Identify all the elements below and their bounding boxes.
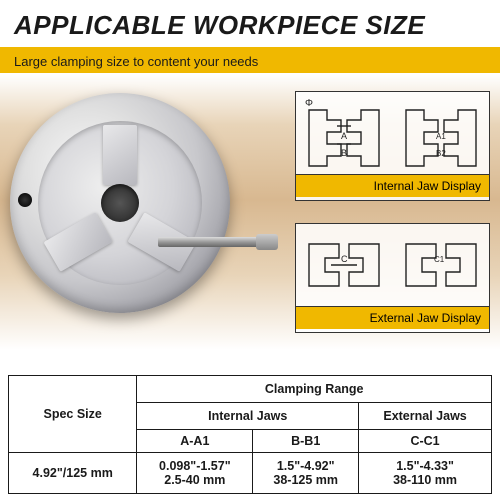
svg-text:C1: C1 bbox=[434, 255, 445, 264]
svg-text:B2: B2 bbox=[436, 149, 446, 158]
col-c-header: C-C1 bbox=[359, 430, 492, 453]
lathe-chuck-image bbox=[10, 93, 275, 358]
col-a-header: A-A1 bbox=[137, 430, 253, 453]
subtitle-bar: Large clamping size to content your need… bbox=[0, 50, 500, 73]
cell-a: 0.098"-1.57" 2.5-40 mm bbox=[137, 453, 253, 494]
table-data-row: 4.92"/125 mm 0.098"-1.57" 2.5-40 mm 1.5"… bbox=[9, 453, 492, 494]
cell-b: 1.5"-4.92" 38-125 mm bbox=[253, 453, 359, 494]
jaw-schematic-icon: C1 bbox=[398, 228, 484, 302]
value-line: 1.5"-4.33" bbox=[396, 459, 454, 473]
jaw-schematic-icon: C bbox=[301, 228, 387, 302]
chuck-center-hole bbox=[101, 184, 139, 222]
page-title: APPLICABLE WORKPIECE SIZE bbox=[14, 10, 486, 41]
value-line: 2.5-40 mm bbox=[164, 473, 225, 487]
diagram-label: External Jaw Display bbox=[296, 306, 489, 329]
diagram-label: Internal Jaw Display bbox=[296, 174, 489, 197]
internal-jaw-diagram: A B Φ A1 B2 Internal Jaw Display bbox=[295, 91, 490, 201]
internal-jaws-header: Internal Jaws bbox=[137, 403, 359, 430]
value-line: 0.098"-1.57" bbox=[159, 459, 231, 473]
spec-size-header: Spec Size bbox=[9, 376, 137, 453]
diagram-body: C C1 bbox=[296, 224, 489, 306]
chuck-keyhole bbox=[18, 193, 32, 207]
svg-text:B: B bbox=[341, 148, 347, 158]
spec-table: Spec Size Clamping Range Internal Jaws E… bbox=[8, 375, 492, 494]
spec-size-cell: 4.92"/125 mm bbox=[9, 453, 137, 494]
svg-text:C: C bbox=[341, 254, 348, 264]
value-line: 38-125 mm bbox=[273, 473, 338, 487]
col-b-header: B-B1 bbox=[253, 430, 359, 453]
page-subtitle: Large clamping size to content your need… bbox=[14, 54, 486, 69]
clamping-range-header: Clamping Range bbox=[137, 376, 492, 403]
external-jaws-header: External Jaws bbox=[359, 403, 492, 430]
jaw-schematic-icon: A1 B2 bbox=[398, 96, 484, 170]
value-line: 1.5"-4.92" bbox=[277, 459, 335, 473]
svg-text:Φ: Φ bbox=[305, 98, 313, 109]
svg-text:A: A bbox=[341, 131, 347, 141]
cell-c: 1.5"-4.33" 38-110 mm bbox=[359, 453, 492, 494]
chuck-jaw bbox=[103, 125, 137, 185]
diagram-body: A B Φ A1 B2 bbox=[296, 92, 489, 174]
header-bar: APPLICABLE WORKPIECE SIZE bbox=[0, 0, 500, 50]
chuck-key bbox=[158, 233, 278, 251]
value-line: 38-110 mm bbox=[393, 473, 457, 487]
external-jaw-diagram: C C1 External Jaw Display bbox=[295, 223, 490, 333]
main-graphic-area: A B Φ A1 B2 Internal Jaw Display bbox=[0, 73, 500, 358]
table-header-row: Spec Size Clamping Range bbox=[9, 376, 492, 403]
jaw-schematic-icon: A B Φ bbox=[301, 96, 387, 170]
svg-text:A1: A1 bbox=[436, 132, 446, 141]
